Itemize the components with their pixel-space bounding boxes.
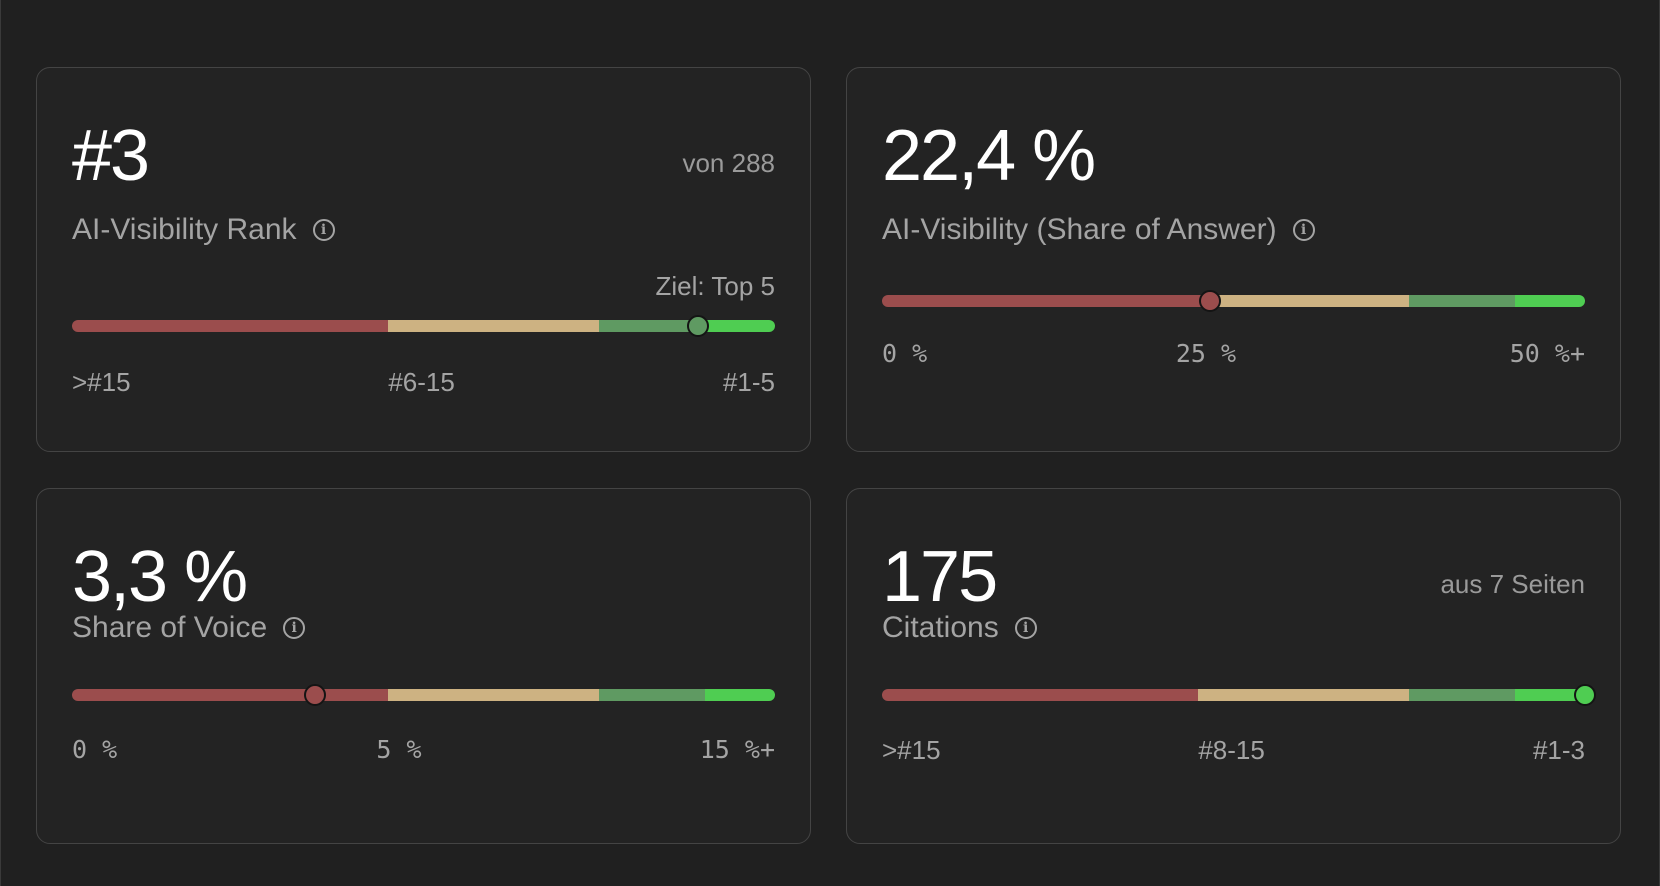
tick-label-mid: 25 %	[1175, 339, 1237, 368]
scale-indicator	[304, 684, 327, 706]
card-share-of-voice: 3,3 % Share of Voice i 0 % 5 % 15 %+	[36, 488, 811, 844]
scale-bar	[72, 315, 775, 337]
tick-label-mid: #8-15	[1198, 735, 1265, 765]
metric-label-row: AI-Visibility (Share of Answer) i	[882, 215, 1315, 245]
scale-segment-bad	[882, 689, 1199, 701]
scale-bar	[882, 290, 1585, 312]
scale-segment-good	[599, 689, 705, 701]
tick-label-high: 15 %+	[699, 735, 775, 764]
tick-label-high: 50 %+	[1509, 339, 1585, 368]
tick-label-mid: 5 %	[376, 735, 422, 764]
scale-segment-good	[1409, 295, 1515, 307]
tick-label-high: #1-3	[1532, 735, 1585, 765]
info-icon[interactable]: i	[1014, 617, 1037, 639]
scale-segment-good	[1409, 689, 1515, 701]
scale-indicator	[687, 315, 710, 337]
metric-label-row: AI-Visibility Rank i	[72, 215, 335, 245]
scale-segment-medium	[1198, 689, 1410, 701]
tick-label-low: 0 %	[882, 339, 928, 368]
metric-value: 175	[882, 537, 998, 617]
scale-segment-good	[599, 320, 705, 332]
tick-label-low: 0 %	[72, 735, 118, 764]
scale-segment-best	[1514, 689, 1585, 701]
metric-context: aus 7 Seiten	[1440, 569, 1585, 599]
scale-indicator	[1574, 684, 1596, 706]
scale-bar	[72, 684, 775, 706]
card-citations: 175 aus 7 Seiten Citations i >#15 #8-15 …	[846, 488, 1621, 844]
metric-value: #3	[72, 116, 150, 196]
info-icon[interactable]: i	[283, 617, 306, 639]
tick-label-high: #1-5	[722, 367, 775, 397]
scale-segment-medium	[388, 320, 600, 332]
scale-segment-bad	[72, 689, 389, 701]
scale-segment-medium	[388, 689, 600, 701]
scale-segment-bad	[72, 320, 389, 332]
scale-indicator	[1199, 290, 1222, 312]
info-icon[interactable]: i	[1292, 219, 1315, 241]
scale-ticks: 0 % 5 % 15 %+	[72, 737, 775, 767]
scale-segment-best	[704, 689, 775, 701]
scale-ticks: >#15 #8-15 #1-3	[882, 737, 1585, 767]
tick-label-low: >#15	[882, 735, 941, 765]
scale-segment-bad	[882, 295, 1211, 307]
tick-label-mid: #6-15	[388, 367, 455, 397]
tick-label-low: >#15	[72, 367, 131, 397]
metric-label-row: Citations i	[882, 613, 1037, 643]
metric-label-row: Share of Voice i	[72, 611, 306, 644]
metric-value: 22,4 %	[882, 116, 1096, 196]
metric-value: 3,3 %	[72, 537, 248, 617]
scale-segment-medium	[1210, 295, 1410, 307]
scale-segment-best	[704, 320, 775, 332]
metric-label: Share of Voice	[72, 611, 268, 644]
scale-ticks: >#15 #6-15 #1-5	[72, 369, 775, 399]
scale-bar	[882, 684, 1596, 706]
metric-label: Citations	[882, 611, 999, 644]
scale-ticks: 0 % 25 % 50 %+	[882, 341, 1585, 371]
card-ai-visibility-rank: #3 von 288 AI-Visibility Rank i Ziel: To…	[36, 67, 811, 452]
info-icon[interactable]: i	[312, 219, 335, 241]
metric-context: von 288	[682, 148, 775, 178]
metric-label: AI-Visibility (Share of Answer)	[882, 213, 1277, 246]
goal-label: Ziel: Top 5	[655, 271, 775, 301]
scale-segment-best	[1514, 295, 1585, 307]
card-ai-visibility-share: 22,4 % AI-Visibility (Share of Answer) i…	[846, 67, 1621, 452]
metric-label: AI-Visibility Rank	[72, 213, 297, 246]
